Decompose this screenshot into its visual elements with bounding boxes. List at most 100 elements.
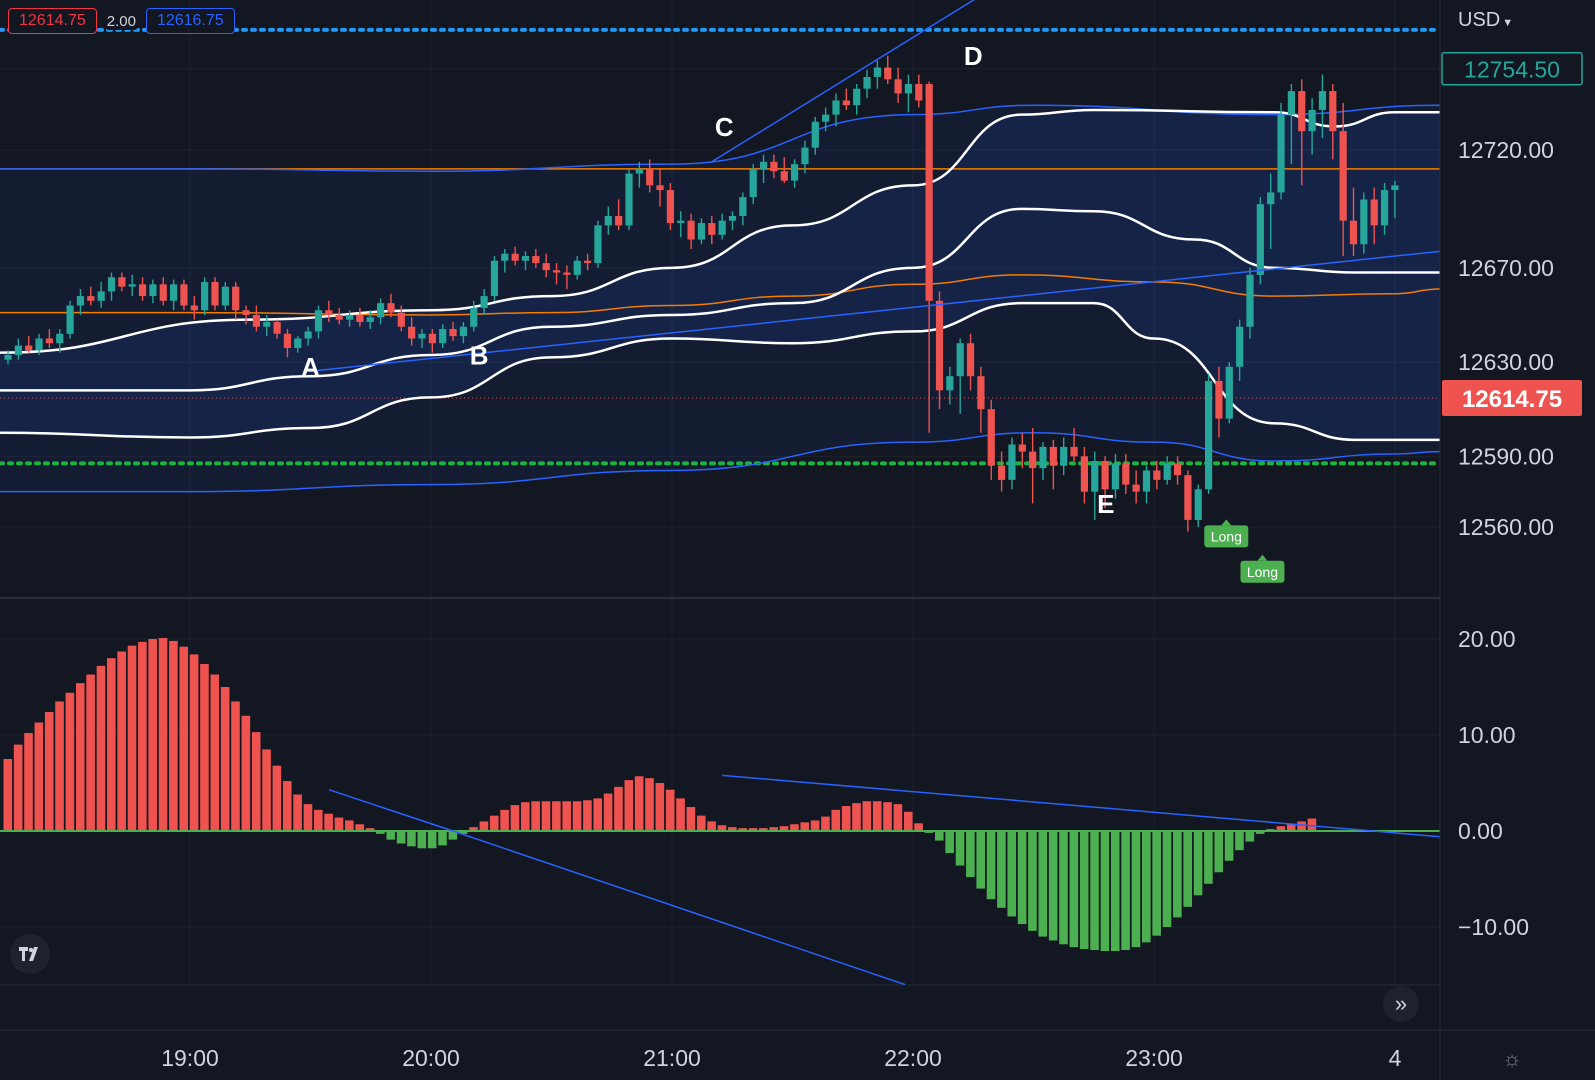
candle[interactable]: [615, 199, 623, 231]
candle[interactable]: [201, 277, 209, 315]
candle[interactable]: [1008, 437, 1016, 490]
candle[interactable]: [14, 338, 22, 360]
candle[interactable]: [563, 265, 571, 290]
bid-price-badge[interactable]: 12614.75: [8, 8, 97, 34]
candle[interactable]: [449, 322, 457, 341]
candle[interactable]: [604, 206, 612, 235]
candle[interactable]: [76, 289, 85, 315]
candle[interactable]: [439, 324, 447, 348]
double-chevron-right-icon[interactable]: »: [1383, 986, 1419, 1022]
candle[interactable]: [1142, 465, 1151, 504]
candle[interactable]: [770, 154, 778, 179]
candle[interactable]: [1132, 470, 1140, 504]
candle[interactable]: [1225, 362, 1233, 424]
candle[interactable]: [397, 305, 405, 332]
candle[interactable]: [480, 289, 488, 315]
candle[interactable]: [1153, 461, 1161, 490]
trend-line-lower[interactable]: [308, 250, 1441, 373]
candle[interactable]: [780, 157, 788, 183]
candle[interactable]: [863, 69, 871, 99]
candle[interactable]: [1205, 373, 1213, 495]
candle[interactable]: [1060, 437, 1068, 476]
candle[interactable]: [749, 164, 757, 205]
candle[interactable]: [25, 336, 33, 353]
candle[interactable]: [149, 279, 157, 304]
candle[interactable]: [387, 293, 395, 318]
candle[interactable]: [283, 329, 292, 358]
candle[interactable]: [118, 272, 126, 292]
candle[interactable]: [1246, 267, 1254, 339]
candle[interactable]: [542, 253, 550, 278]
candle[interactable]: [1339, 102, 1347, 257]
candle[interactable]: [221, 281, 229, 311]
candle[interactable]: [532, 248, 540, 268]
candle[interactable]: [1163, 456, 1171, 485]
candle[interactable]: [956, 338, 964, 414]
candle[interactable]: [1184, 470, 1192, 532]
candle[interactable]: [87, 286, 95, 306]
candle[interactable]: [1380, 182, 1389, 235]
candle[interactable]: [842, 88, 850, 110]
candle[interactable]: [294, 336, 302, 353]
candle[interactable]: [832, 93, 840, 127]
trend-lines[interactable]: [308, 0, 1441, 986]
candle[interactable]: [646, 159, 654, 193]
candle[interactable]: [759, 154, 768, 183]
osc-trend-line-2[interactable]: [452, 830, 906, 986]
candle[interactable]: [428, 329, 436, 353]
candle[interactable]: [242, 305, 250, 325]
candle[interactable]: [594, 220, 602, 268]
osc-trend-line-3[interactable]: [722, 774, 1441, 838]
candle[interactable]: [1194, 484, 1202, 527]
candle[interactable]: [1287, 84, 1295, 165]
candle[interactable]: [418, 329, 426, 348]
candle[interactable]: [894, 67, 902, 103]
candle[interactable]: [1018, 432, 1026, 469]
candle[interactable]: [1349, 187, 1358, 257]
candle[interactable]: [325, 300, 333, 323]
candle[interactable]: [1173, 456, 1182, 485]
candle[interactable]: [180, 279, 188, 311]
candle[interactable]: [1267, 173, 1275, 249]
candle[interactable]: [128, 274, 136, 297]
candle[interactable]: [107, 272, 116, 301]
candle[interactable]: [1370, 187, 1378, 245]
candle[interactable]: [708, 215, 716, 245]
candle[interactable]: [4, 350, 12, 365]
candle[interactable]: [1215, 366, 1223, 438]
candle[interactable]: [1391, 180, 1399, 219]
candle[interactable]: [356, 307, 364, 327]
candle[interactable]: [987, 399, 995, 480]
candle[interactable]: [335, 307, 343, 325]
candle[interactable]: [1111, 453, 1120, 499]
candles[interactable]: [4, 55, 1399, 532]
candle[interactable]: [552, 263, 561, 285]
candle[interactable]: [56, 329, 64, 353]
candle[interactable]: [1101, 456, 1109, 509]
candle[interactable]: [521, 251, 530, 271]
candle[interactable]: [377, 298, 385, 325]
candle[interactable]: [470, 300, 478, 332]
candle[interactable]: [1308, 98, 1316, 155]
candle[interactable]: [946, 366, 954, 405]
candle[interactable]: [263, 314, 271, 337]
tradingview-logo-icon[interactable]: [10, 934, 50, 974]
candle[interactable]: [977, 366, 985, 433]
ask-price-badge[interactable]: 12616.75: [145, 8, 235, 34]
gear-icon[interactable]: ☼: [1502, 1046, 1523, 1071]
candle[interactable]: [966, 333, 975, 391]
candle[interactable]: [873, 60, 881, 89]
candle[interactable]: [314, 305, 323, 339]
candle[interactable]: [625, 168, 633, 231]
candle[interactable]: [811, 117, 819, 155]
candle[interactable]: [718, 213, 726, 240]
candle[interactable]: [45, 329, 53, 348]
candle[interactable]: [459, 322, 467, 344]
candle[interactable]: [66, 300, 74, 339]
candle[interactable]: [1049, 439, 1057, 490]
candle[interactable]: [728, 211, 737, 231]
candle[interactable]: [190, 296, 198, 320]
candle[interactable]: [884, 55, 892, 85]
candle[interactable]: [925, 81, 933, 433]
